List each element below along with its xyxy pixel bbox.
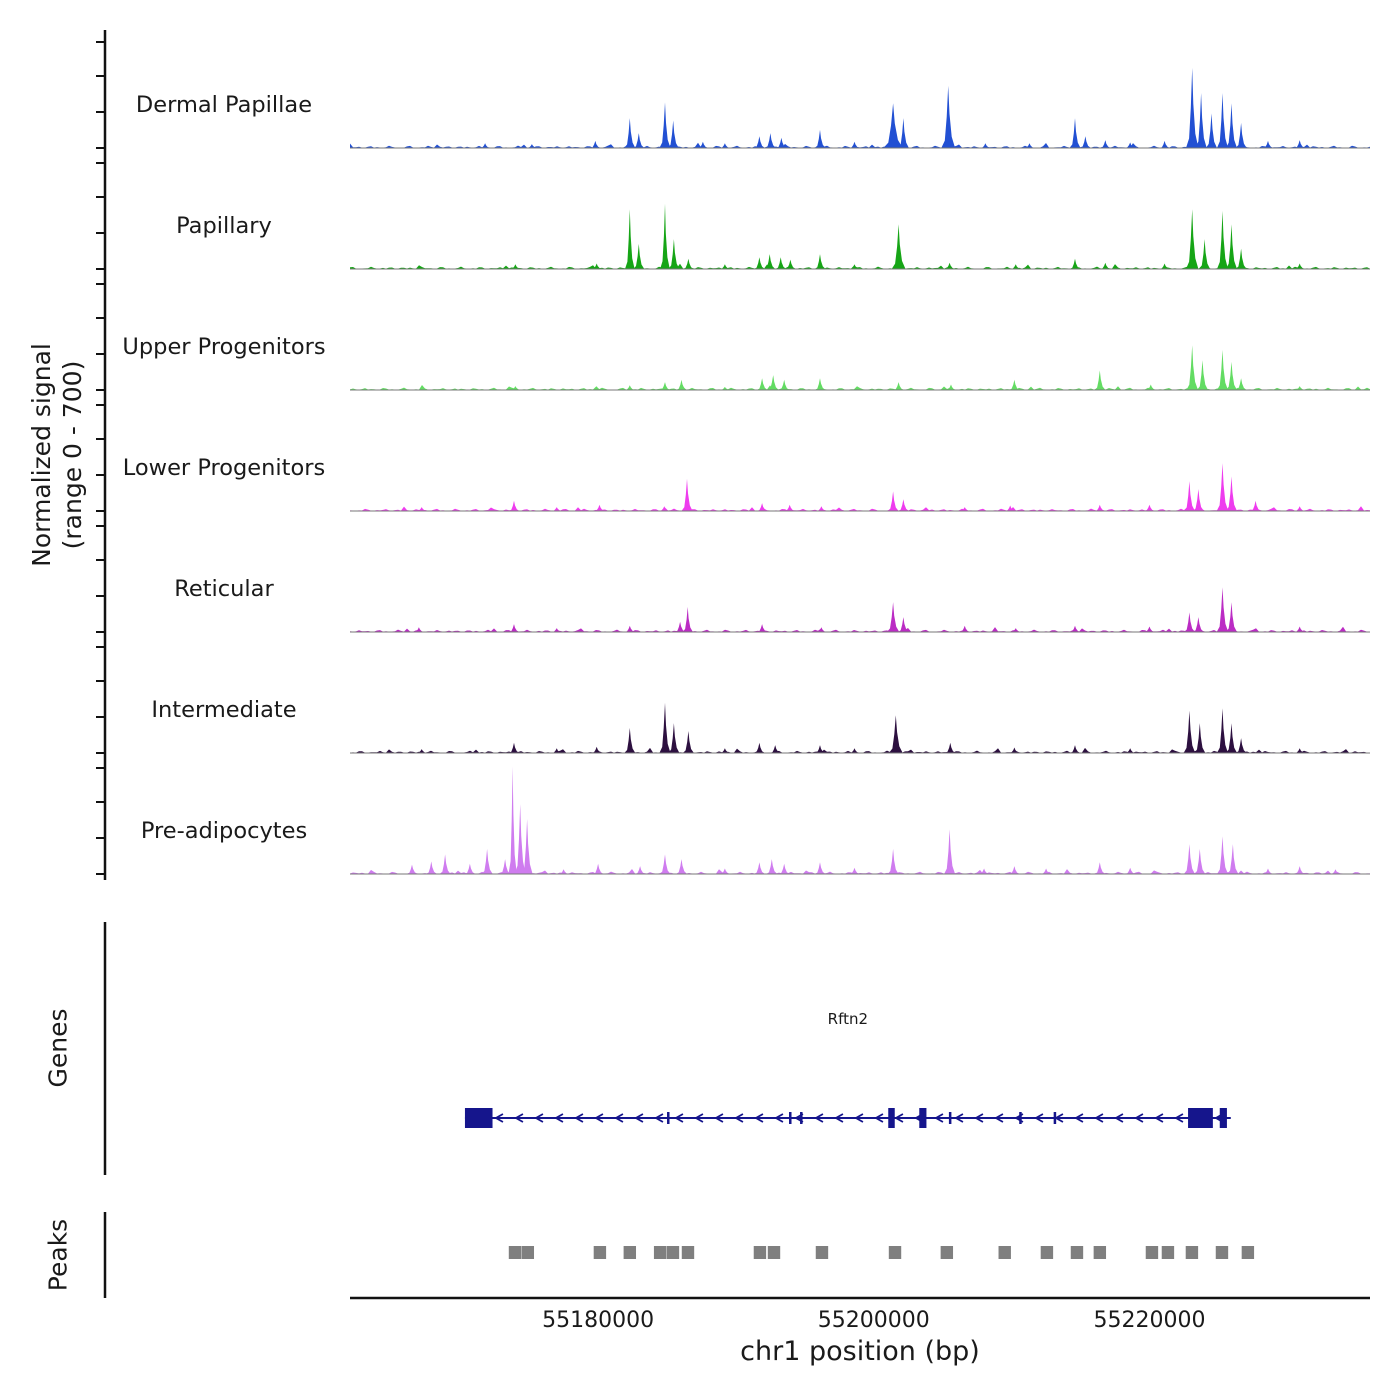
y-axis-label: Normalized signal (range 0 - 700) (26, 343, 89, 567)
track-label-pre-adipocytes: Pre-adipocytes (140, 818, 308, 844)
x-tick-label-55180000: 55180000 (542, 1308, 655, 1333)
track-label-intermediate: Intermediate (151, 697, 297, 723)
track-label-upper-progenitors: Upper Progenitors (122, 334, 326, 360)
gene-name: Rftn2 (827, 1010, 869, 1028)
genes-section-label: Genes (43, 1008, 73, 1088)
y-axis-label-line2: (range 0 - 700) (58, 360, 87, 550)
track-label-lower-progenitors: Lower Progenitors (122, 455, 326, 481)
track-label-papillary: Papillary (176, 213, 272, 239)
x-tick-label-55220000: 55220000 (1093, 1308, 1206, 1333)
track-label-dermal-papillae: Dermal Papillae (135, 92, 313, 118)
track-label-reticular: Reticular (174, 576, 274, 602)
peaks-section-label: Peaks (43, 1218, 73, 1292)
x-axis-title: chr1 position (bp) (740, 1336, 980, 1367)
x-tick-label-55200000: 55200000 (817, 1308, 930, 1333)
y-axis-label-line1: Normalized signal (26, 343, 56, 567)
